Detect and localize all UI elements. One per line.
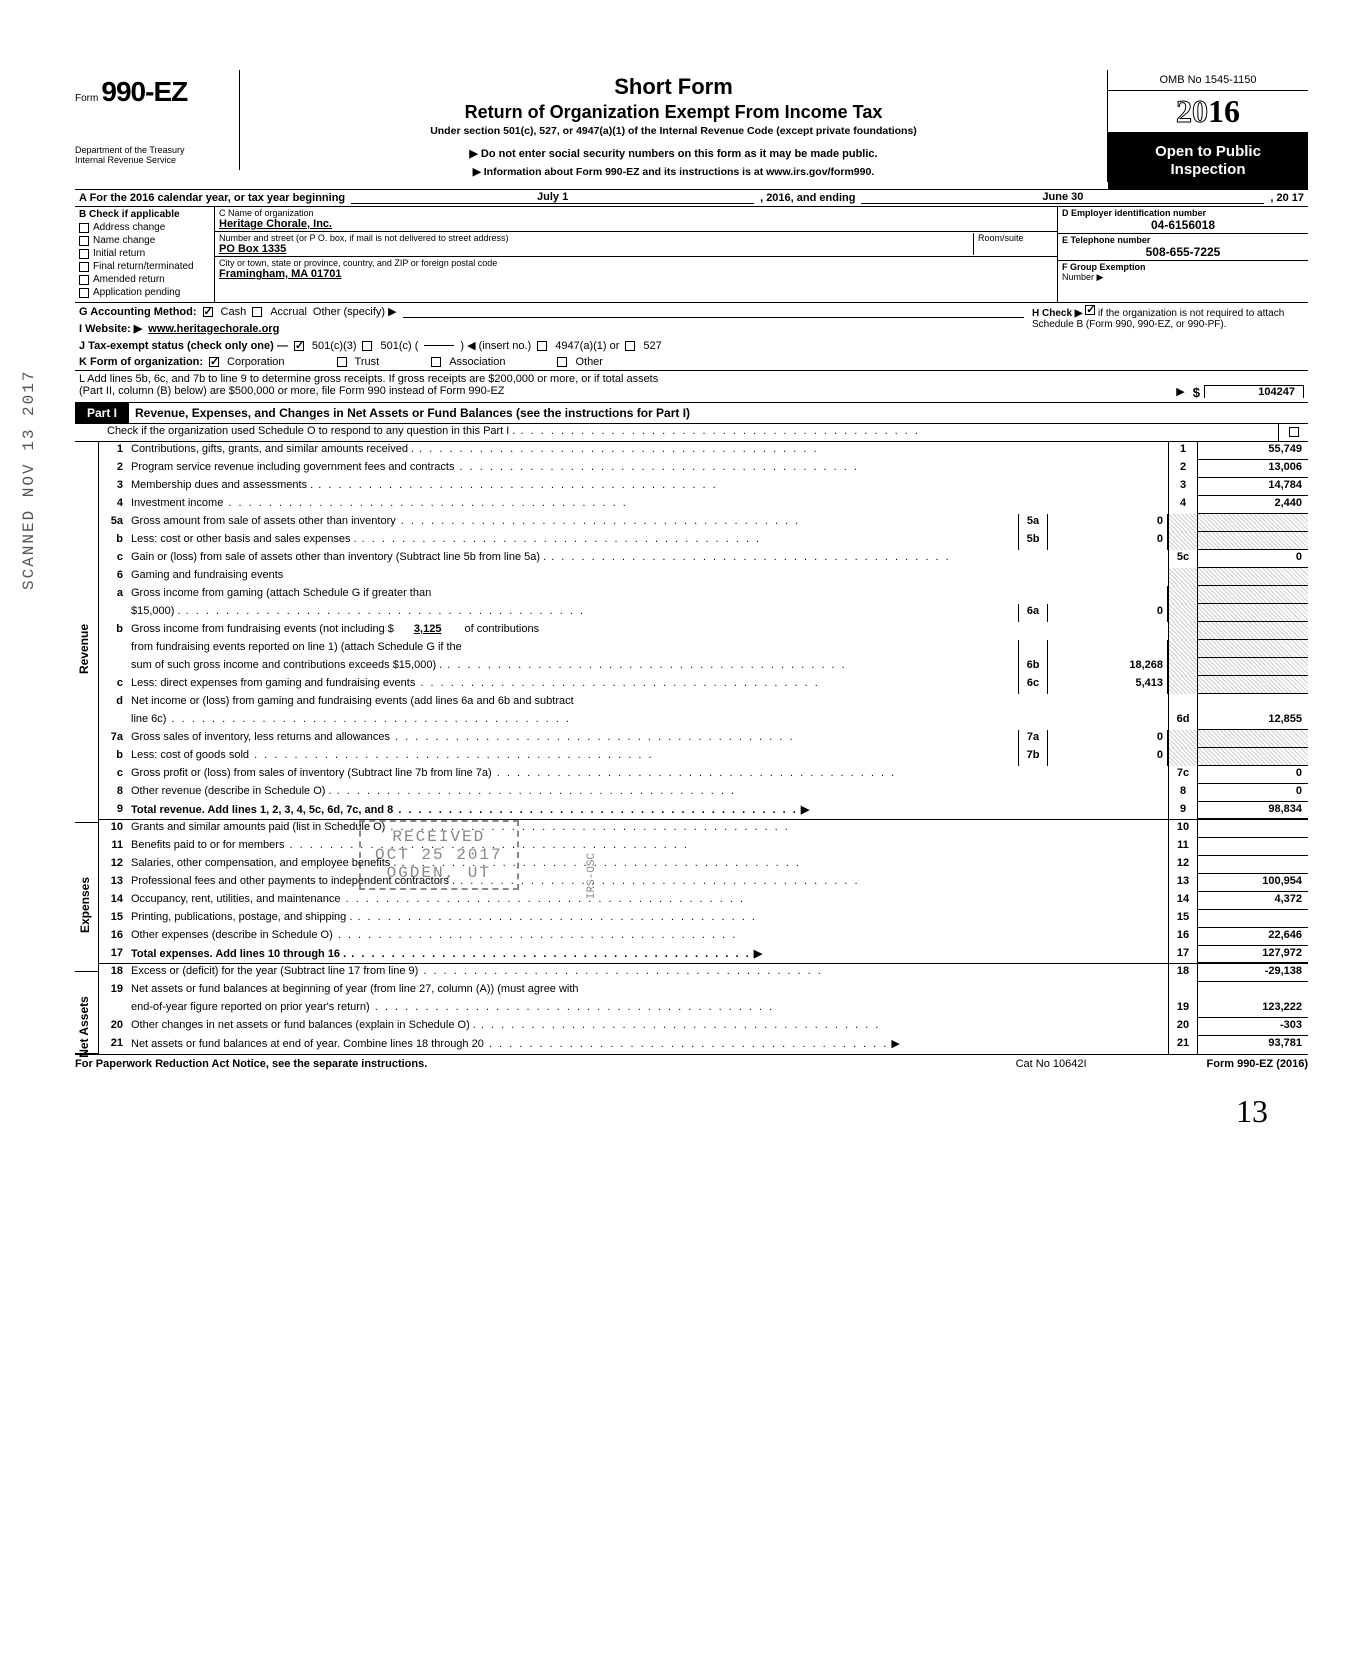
- row-h: H Check ▶ if the organization is not req…: [1028, 303, 1308, 354]
- chk-501c[interactable]: [362, 341, 372, 351]
- open-to-public: Open to Public Inspection: [1108, 133, 1308, 189]
- chk-name-change[interactable]: [79, 236, 89, 246]
- line-6c-val: 5,413: [1048, 676, 1168, 694]
- chk-association[interactable]: [431, 357, 441, 367]
- chk-cash[interactable]: [203, 307, 213, 317]
- treasury-dept: Department of the Treasury Internal Reve…: [75, 146, 235, 166]
- col-def: D Employer identification number 04-6156…: [1058, 207, 1308, 302]
- line-15-val: [1198, 910, 1308, 928]
- col-c-org-info: C Name of organization Heritage Chorale,…: [215, 207, 1058, 302]
- line-9-val: 98,834: [1198, 802, 1308, 819]
- chk-final-return[interactable]: [79, 262, 89, 272]
- line-21-val: 93,781: [1198, 1036, 1308, 1054]
- chk-schedule-o[interactable]: [1289, 427, 1299, 437]
- line-3-val: 14,784: [1198, 478, 1308, 496]
- header-title-block: Short Form Return of Organization Exempt…: [240, 70, 1108, 182]
- line-1-val: 55,749: [1198, 442, 1308, 460]
- line-7a-val: 0: [1048, 730, 1168, 748]
- chk-amended-return[interactable]: [79, 275, 89, 285]
- part-i-header: Part I Revenue, Expenses, and Changes in…: [75, 403, 1308, 424]
- form-header: Form 990-EZ Department of the Treasury I…: [75, 70, 1308, 190]
- chk-initial-return[interactable]: [79, 249, 89, 259]
- line-12-val: [1198, 856, 1308, 874]
- col-b-check-applicable: B Check if applicable Address change Nam…: [75, 207, 215, 302]
- line-11-val: [1198, 838, 1308, 856]
- line-13-val: 100,954: [1198, 874, 1308, 892]
- row-j: J Tax-exempt status (check only one) — 5…: [75, 337, 1028, 354]
- line-6b-val: 18,268: [1048, 658, 1168, 676]
- chk-trust[interactable]: [337, 357, 347, 367]
- chk-schedule-b[interactable]: [1085, 305, 1095, 315]
- line-19-val: 123,222: [1198, 1000, 1308, 1018]
- scanned-stamp: SCANNED NOV 13 2017: [20, 370, 38, 590]
- line-10-val: [1198, 820, 1308, 838]
- omb-number: OMB No 1545-1150: [1108, 70, 1308, 91]
- return-title: Return of Organization Exempt From Incom…: [248, 102, 1099, 123]
- row-g: G Accounting Method: Cash Accrual Other …: [75, 303, 1028, 320]
- line-20-val: -303: [1198, 1018, 1308, 1036]
- org-name: Heritage Chorale, Inc.: [219, 218, 1053, 230]
- subtitle: Under section 501(c), 527, or 4947(a)(1)…: [248, 125, 1099, 137]
- telephone: 508-655-7225: [1062, 245, 1304, 259]
- chk-corporation[interactable]: [209, 357, 219, 367]
- line-7b-val: 0: [1048, 748, 1168, 766]
- chk-accrual[interactable]: [252, 307, 262, 317]
- chk-527[interactable]: [625, 341, 635, 351]
- block-bcdef: B Check if applicable Address change Nam…: [75, 207, 1308, 303]
- form-990ez-page: SCANNED NOV 13 2017 Form 990-EZ Departme…: [75, 70, 1308, 1130]
- line-5c-val: 0: [1198, 550, 1308, 568]
- line-6a-val: 0: [1048, 604, 1168, 622]
- line-4-val: 2,440: [1198, 496, 1308, 514]
- line-14-val: 4,372: [1198, 892, 1308, 910]
- tax-year: 2016: [1108, 91, 1308, 133]
- page-number: 13: [75, 1093, 1308, 1130]
- chk-501c3[interactable]: [294, 341, 304, 351]
- line-7c-val: 0: [1198, 766, 1308, 784]
- line-17-val: 127,972: [1198, 946, 1308, 963]
- ssn-warning: ▶ Do not enter social security numbers o…: [248, 147, 1099, 160]
- chk-other[interactable]: [557, 357, 567, 367]
- instructions-link: ▶ Information about Form 990-EZ and its …: [248, 166, 1099, 178]
- row-a-tax-year: A For the 2016 calendar year, or tax yea…: [75, 190, 1308, 207]
- gross-receipts: 104247: [1204, 385, 1304, 398]
- header-left: Form 990-EZ Department of the Treasury I…: [75, 70, 240, 170]
- org-address: PO Box 1335: [219, 243, 973, 255]
- line-18-val: -29,138: [1198, 964, 1308, 982]
- main-table: Revenue 1Contributions, gifts, grants, a…: [75, 442, 1308, 1055]
- row-i: I Website: ▶ www.heritagechorale.org: [75, 320, 1028, 337]
- row-l: L Add lines 5b, 6c, and 7b to line 9 to …: [75, 371, 1308, 403]
- line-5b-val: 0: [1048, 532, 1168, 550]
- website: www.heritagechorale.org: [148, 323, 1024, 335]
- form-number: 990-EZ: [101, 76, 187, 107]
- header-right: OMB No 1545-1150 2016 Open to Public Ins…: [1108, 70, 1308, 189]
- org-city: Framingham, MA 01701: [219, 268, 1053, 280]
- chk-application-pending[interactable]: [79, 288, 89, 298]
- line-5a-val: 0: [1048, 514, 1168, 532]
- chk-address-change[interactable]: [79, 223, 89, 233]
- chk-4947[interactable]: [537, 341, 547, 351]
- line-8-val: 0: [1198, 784, 1308, 802]
- short-form-title: Short Form: [248, 74, 1099, 100]
- line-16-val: 22,646: [1198, 928, 1308, 946]
- line-6d-val: 12,855: [1198, 712, 1308, 730]
- rows-ghijk: G Accounting Method: Cash Accrual Other …: [75, 303, 1308, 354]
- line-2-val: 13,006: [1198, 460, 1308, 478]
- ein: 04-6156018: [1062, 218, 1304, 232]
- form-word: Form: [75, 93, 98, 104]
- footer: For Paperwork Reduction Act Notice, see …: [75, 1055, 1308, 1073]
- row-k: K Form of organization: Corporation Trus…: [75, 354, 1308, 371]
